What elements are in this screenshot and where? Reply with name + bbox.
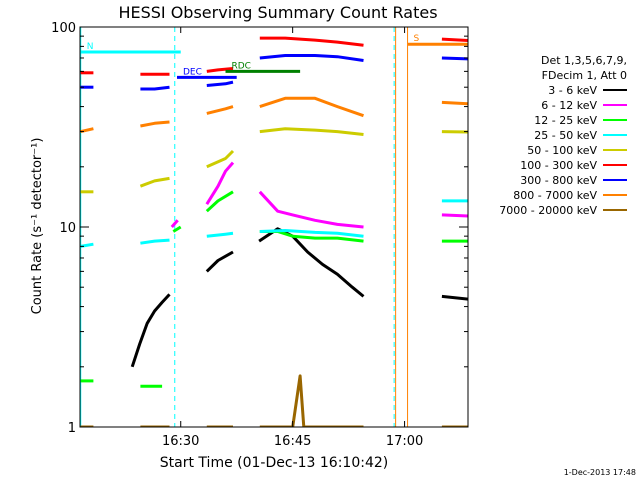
- plot-frame: [79, 26, 469, 428]
- series-line: [636, 309, 640, 311]
- series-line: [636, 113, 640, 131]
- legend-label: 3 - 6 keV: [548, 84, 597, 97]
- x-axis: 16:30 16:45 17:00: [162, 27, 423, 449]
- series-line: [636, 58, 640, 74]
- legend-label: 100 - 300 keV: [520, 159, 597, 172]
- series-line: [441, 294, 468, 301]
- flag-label: N: [87, 42, 94, 52]
- series-line: [636, 77, 640, 98]
- series-line: [139, 176, 170, 188]
- series-line: [170, 219, 179, 228]
- series-line: [636, 236, 640, 248]
- vertical-markers: [80, 27, 409, 427]
- flag-bars: N N S RDC DEC: [80, 34, 638, 79]
- flag-label: RDC: [232, 61, 251, 71]
- series-line: [140, 120, 170, 128]
- series-line: [636, 151, 640, 171]
- x-tick-label: 16:30: [162, 434, 199, 449]
- footer-stamp: 1-Dec-2013 17:48: [564, 468, 636, 477]
- series-line: [140, 85, 170, 91]
- series-line: [441, 239, 468, 243]
- y-tick-label: 1: [68, 421, 76, 436]
- series-line: [441, 37, 468, 43]
- series-line: [130, 293, 171, 368]
- series-line: [259, 229, 364, 238]
- series-line: [206, 231, 234, 238]
- legend-label: 12 - 25 keV: [534, 114, 597, 127]
- y-tick-label: 100: [51, 21, 76, 36]
- series-line: [258, 190, 364, 229]
- x-tick-label: 17:00: [386, 434, 423, 449]
- legend-label: 25 - 50 keV: [534, 129, 597, 142]
- chart-title: HESSI Observing Summary Count Rates: [118, 3, 437, 22]
- legend-header: Det 1,3,5,6,7,9,: [541, 54, 627, 67]
- series-line: [569, 307, 614, 309]
- series-line: [259, 54, 364, 62]
- series-line: [206, 149, 235, 169]
- x-tick-label: 16:45: [274, 434, 311, 449]
- legend-label: 6 - 12 keV: [541, 99, 597, 112]
- series-line: [259, 374, 364, 427]
- series-lines: [80, 36, 640, 427]
- series-line: [205, 161, 235, 205]
- y-axis: 1 10 100: [51, 21, 468, 436]
- series-line: [259, 96, 364, 118]
- series-line: [441, 213, 468, 218]
- series-line: [205, 190, 234, 213]
- y-tick-label: 10: [59, 221, 76, 236]
- series-line: [206, 80, 234, 87]
- series-line: [569, 219, 614, 222]
- series-line: [259, 127, 364, 136]
- series-line: [569, 240, 614, 243]
- legend: Det 1,3,5,6,7,9, FDecim 1, Att 0 3 - 6 keV…: [499, 54, 627, 217]
- series-line: [206, 105, 234, 115]
- series-line: [206, 67, 234, 73]
- legend-label: 7000 - 20000 keV: [499, 204, 597, 217]
- series-line: [172, 225, 182, 233]
- legend-header: FDecim 1, Att 0: [542, 69, 627, 82]
- series-line: [569, 38, 614, 40]
- y-axis-label: Count Rate (s⁻¹ detector⁻¹): [30, 138, 45, 315]
- flag-label: DEC: [183, 67, 202, 77]
- flag-label: S: [414, 34, 420, 44]
- series-line: [259, 36, 364, 47]
- series-line: [441, 100, 468, 106]
- series-line: [441, 56, 468, 61]
- x-axis-label: Start Time (01-Dec-13 16:10:42): [160, 455, 388, 471]
- series-line: [441, 130, 468, 134]
- legend-label: 300 - 800 keV: [520, 174, 597, 187]
- series-line: [205, 250, 234, 273]
- flag-label: N: [631, 42, 638, 52]
- legend-label: 50 - 100 keV: [527, 144, 597, 157]
- legend-label: 800 - 7000 keV: [513, 189, 597, 202]
- series-line: [140, 238, 170, 245]
